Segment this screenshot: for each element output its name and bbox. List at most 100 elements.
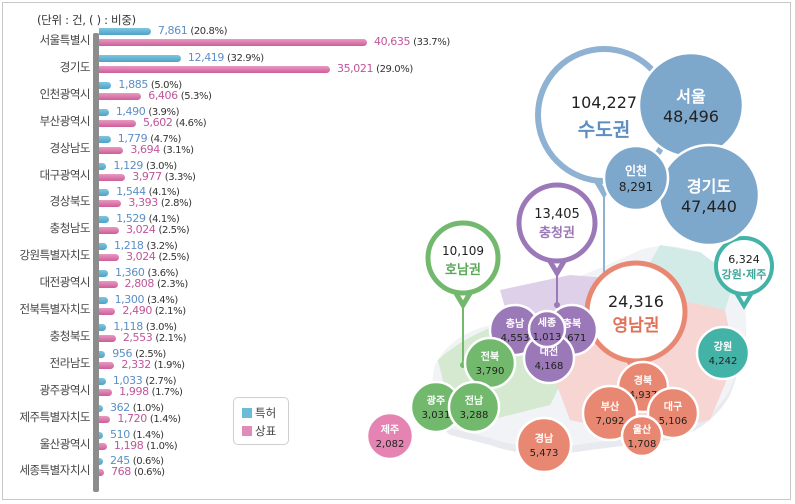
value-number: 1,998 — [119, 384, 149, 398]
trademark-bar — [99, 227, 119, 235]
patent-bar — [99, 297, 108, 304]
category-label: 광주광역시 — [39, 382, 91, 397]
region-bubble-map: 104,227 수도권 13,405 충청권 10,109 호남권 24,316 영남권 6,3… — [365, 46, 774, 474]
value-share: (2.8%) — [160, 198, 192, 210]
patent-bar — [99, 81, 112, 89]
patent-bar — [99, 431, 103, 439]
yeongnam-total: 24,316 — [608, 292, 664, 311]
legend-label-patent: 특허 — [255, 406, 277, 420]
trademark-value-label: 3,024 (2.5%) — [125, 250, 190, 264]
value-number: 362 — [110, 400, 130, 414]
value-number: 2,808 — [124, 277, 155, 291]
chungcheong-pin-stem-dot — [554, 302, 560, 308]
value-share: (0.6%) — [132, 456, 164, 468]
gangwon-jeju-total: 6,324 — [728, 253, 760, 266]
trademark-bar — [99, 388, 113, 396]
value-share: (5.0%) — [150, 79, 182, 91]
patent-swatch-icon — [242, 408, 252, 418]
value-number: 1,033 — [112, 373, 143, 387]
bubble-강원 — [695, 325, 751, 381]
patent-bar — [99, 458, 103, 466]
value-number: 12,419 — [187, 50, 224, 64]
trademark-value-label: 2,490 (2.1%) — [122, 304, 186, 317]
trademark-value-label: 2,332 (1.9%) — [121, 358, 185, 371]
bubble-value: 4,937 — [629, 390, 658, 401]
patent-bar — [99, 54, 181, 62]
value-number: 35,021 — [336, 61, 374, 75]
patent-bar — [99, 323, 107, 331]
bubble-울산 — [620, 414, 664, 458]
trademark-bar — [99, 254, 119, 262]
trademark-value-label: 3,694 (3.1%) — [130, 143, 194, 156]
value-share: (32.9%) — [227, 52, 264, 64]
honam-name: 호남권 — [445, 262, 481, 278]
value-number: 3,024 — [125, 250, 156, 264]
trademark-swatch-icon — [242, 426, 252, 436]
bubble-전남 — [447, 380, 501, 434]
bubble-value: 7,092 — [596, 416, 625, 427]
legend-item-patent: 특허 — [242, 405, 276, 421]
bubble-value: 3,288 — [460, 410, 489, 421]
category-label: 전북특별자치도 — [19, 302, 90, 316]
bubble-label: 서울 — [676, 87, 706, 106]
bubble-경남 — [515, 416, 573, 474]
patent-value-label: 1,529 (4.1%) — [116, 212, 180, 225]
value-share: (4.1%) — [148, 187, 180, 199]
trademark-value-label: 3,977 (3.3%) — [132, 169, 196, 183]
bubble-label: 대전 — [540, 345, 558, 358]
value-share: (0.6%) — [133, 467, 165, 479]
category-axis — [93, 33, 99, 492]
patent-value-label: 1,885 (5.0%) — [118, 78, 182, 91]
honam-total: 10,109 — [442, 244, 484, 258]
chungcheong-name: 충청권 — [539, 225, 575, 241]
bubble-value: 47,440 — [681, 197, 737, 216]
value-number: 956 — [112, 346, 133, 360]
category-label: 세종특별자치시 — [19, 463, 90, 478]
trademark-value-label: 2,553 (2.1%) — [123, 331, 187, 344]
trademark-bar — [99, 200, 122, 208]
category-label: 전라남도 — [49, 355, 91, 370]
bubble-value: 1,013 — [533, 332, 562, 343]
patent-bar — [99, 28, 151, 35]
category-label: 강원특별자치도 — [19, 248, 90, 263]
value-share: (20.8%) — [190, 26, 228, 37]
bubble-label: 전북 — [481, 350, 499, 363]
value-share: (3.0%) — [145, 321, 177, 333]
value-share: (1.9%) — [153, 359, 185, 371]
patent-value-label: 1,300 (3.4%) — [115, 293, 179, 306]
trademark-bar — [99, 308, 116, 315]
patent-value-label: 362 (1.0%) — [110, 401, 164, 414]
bubble-value: 3,031 — [422, 410, 451, 421]
value-number: 6,406 — [148, 88, 178, 102]
value-number: 3,977 — [132, 169, 162, 183]
patent-bar — [99, 243, 108, 251]
value-number: 245 — [110, 454, 130, 468]
bubble-label: 세종 — [538, 316, 556, 329]
trademark-value-label: 1,198 (1.0%) — [114, 439, 178, 452]
legend-label-trademark: 상표 — [255, 424, 277, 438]
gangwon-jeju-name: 강원·제주 — [722, 267, 767, 281]
value-share: (2.1%) — [154, 306, 186, 317]
bubble-label: 대구 — [664, 400, 682, 413]
bubble-value: 2,082 — [376, 439, 405, 450]
value-number: 5,602 — [142, 115, 173, 129]
category-label: 서울특별시 — [39, 33, 91, 47]
patent-value-label: 1,779 (4.7%) — [117, 131, 182, 145]
patent-bar — [99, 377, 106, 385]
patent-value-label: 1,360 (3.6%) — [115, 266, 179, 279]
bubble-value: 4,553 — [501, 333, 530, 344]
category-label: 충청북도 — [49, 328, 91, 343]
value-share: (1.0%) — [132, 402, 164, 414]
bubble-label: 광주 — [427, 395, 445, 407]
category-label: 경상남도 — [49, 140, 91, 155]
patent-value-label: 1,218 (3.2%) — [114, 239, 178, 252]
value-number: 1,779 — [117, 131, 148, 145]
trademark-value-label: 6,406 (5.3%) — [148, 88, 212, 102]
value-share: (29.0%) — [376, 63, 413, 75]
bubble-제주 — [365, 411, 415, 461]
honam-callout — [425, 220, 501, 296]
patent-bar — [99, 162, 107, 170]
capital-name: 수도권 — [578, 119, 630, 141]
bubble-value: 48,496 — [663, 107, 719, 126]
value-number: 7,861 — [157, 24, 188, 37]
